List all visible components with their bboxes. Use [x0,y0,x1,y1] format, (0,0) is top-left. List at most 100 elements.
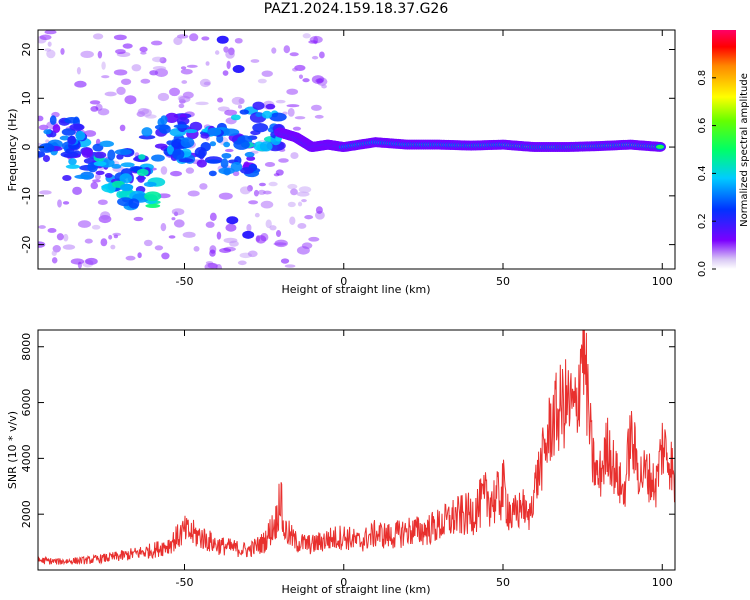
cluster-blob [52,124,61,133]
cluster-blob [74,174,92,179]
cluster-blob [120,162,135,168]
noise-blob [302,78,310,83]
noise-blob [80,50,94,59]
noise-blob [112,232,122,236]
colorbar-tick-label: 0.4 [697,165,708,181]
noise-blob [216,231,222,240]
cluster-blob [143,181,157,187]
noise-blob [90,181,99,190]
noise-blob [237,104,243,109]
noise-blob [171,217,176,221]
cluster-blob [223,168,231,176]
cluster-blob [145,203,161,208]
isolated-blob [216,35,229,44]
cluster-blob [172,148,185,160]
cluster-blob [138,134,156,140]
spectrogram-ytick-label: -10 [20,187,33,205]
noise-blob [292,67,299,72]
noise-blob [90,105,99,112]
noise-blob [297,201,303,207]
noise-blob [224,109,238,116]
noise-blob [168,235,176,239]
colorbar-tick-label: 0.6 [697,118,708,134]
noise-blob [261,70,273,77]
noise-blob [44,48,52,52]
noise-blob [283,45,291,54]
noise-blob [214,50,220,55]
cluster-blob [221,152,232,159]
noise-blob [308,40,318,44]
noise-blob [51,257,58,264]
noise-blob [297,223,307,229]
noise-blob [292,126,302,131]
noise-blob [239,186,251,195]
cluster-blob [184,128,198,134]
noise-blob [100,238,108,247]
noise-blob [122,43,133,49]
noise-blob [101,61,106,70]
cluster-blob [252,101,265,110]
noise-blob [63,233,69,242]
cluster-blob [38,143,55,153]
cluster-blob [128,198,140,209]
cluster-blob [165,112,179,124]
cluster-blob [99,140,115,148]
cluster-blob [180,137,195,148]
noise-blob [46,49,56,59]
cluster-blob [194,147,207,159]
noise-blob [83,130,97,137]
noise-blob [62,201,70,205]
cluster-blob [173,124,190,129]
cluster-blob [119,173,133,184]
spectrogram-xtick-label: 100 [652,275,673,288]
snr-ytick-label: 8000 [20,333,33,361]
cluster-blob [230,114,241,121]
cluster-blob [107,149,116,161]
cluster-blob [151,154,165,162]
cluster-blob [233,139,250,150]
snr-xtick-label: -50 [176,576,194,589]
noise-blob [74,80,87,88]
cluster-blob [62,174,72,182]
cluster-blob [94,151,107,159]
noise-blob [260,200,274,209]
noise-blob [97,199,108,205]
noise-blob [91,224,101,230]
noise-blob [287,183,298,190]
noise-blob [205,61,210,66]
cluster-blob [255,112,263,117]
cluster-blob [208,170,217,177]
noise-blob [280,258,290,264]
noise-blob [131,64,142,72]
noise-blob [170,170,182,177]
noise-blob [264,162,276,167]
noise-blob [152,56,164,63]
noise-blob [308,236,320,242]
noise-blob [226,60,231,70]
noise-blob [62,244,76,250]
noise-blob [60,47,65,55]
noise-blob [47,227,57,233]
spectrogram-xtick-label: 0 [340,275,347,288]
noise-blob [289,52,299,57]
cluster-blob [104,172,113,178]
cluster-blob [141,127,153,137]
isolated-blob [232,65,245,74]
snr-xlabel: Height of straight line (km) [281,583,430,596]
noise-blob [113,34,127,41]
noise-blob [119,124,126,132]
noise-blob [250,59,260,63]
noise-blob [199,183,208,190]
noise-blob [39,190,52,195]
cluster-blob [138,154,146,160]
colorbar-label: Normalized spectral amplitude [739,73,750,227]
cluster-blob [265,103,276,110]
noise-blob [201,36,210,41]
noise-blob [315,78,324,83]
noise-blob [108,234,113,240]
noise-blob [113,69,128,76]
noise-blob [265,219,272,229]
noise-blob [76,67,81,75]
cluster-blob [206,159,222,164]
